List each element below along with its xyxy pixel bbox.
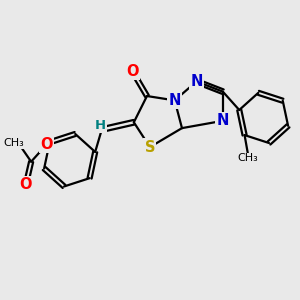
- Text: CH₃: CH₃: [4, 138, 25, 148]
- Text: N: N: [169, 93, 181, 108]
- Text: O: O: [126, 64, 139, 79]
- Text: O: O: [41, 137, 53, 152]
- Text: H: H: [95, 119, 106, 132]
- Text: N: N: [190, 74, 203, 89]
- Text: N: N: [217, 113, 229, 128]
- Text: S: S: [145, 140, 155, 154]
- Text: CH₃: CH₃: [238, 153, 259, 164]
- Text: O: O: [20, 177, 32, 192]
